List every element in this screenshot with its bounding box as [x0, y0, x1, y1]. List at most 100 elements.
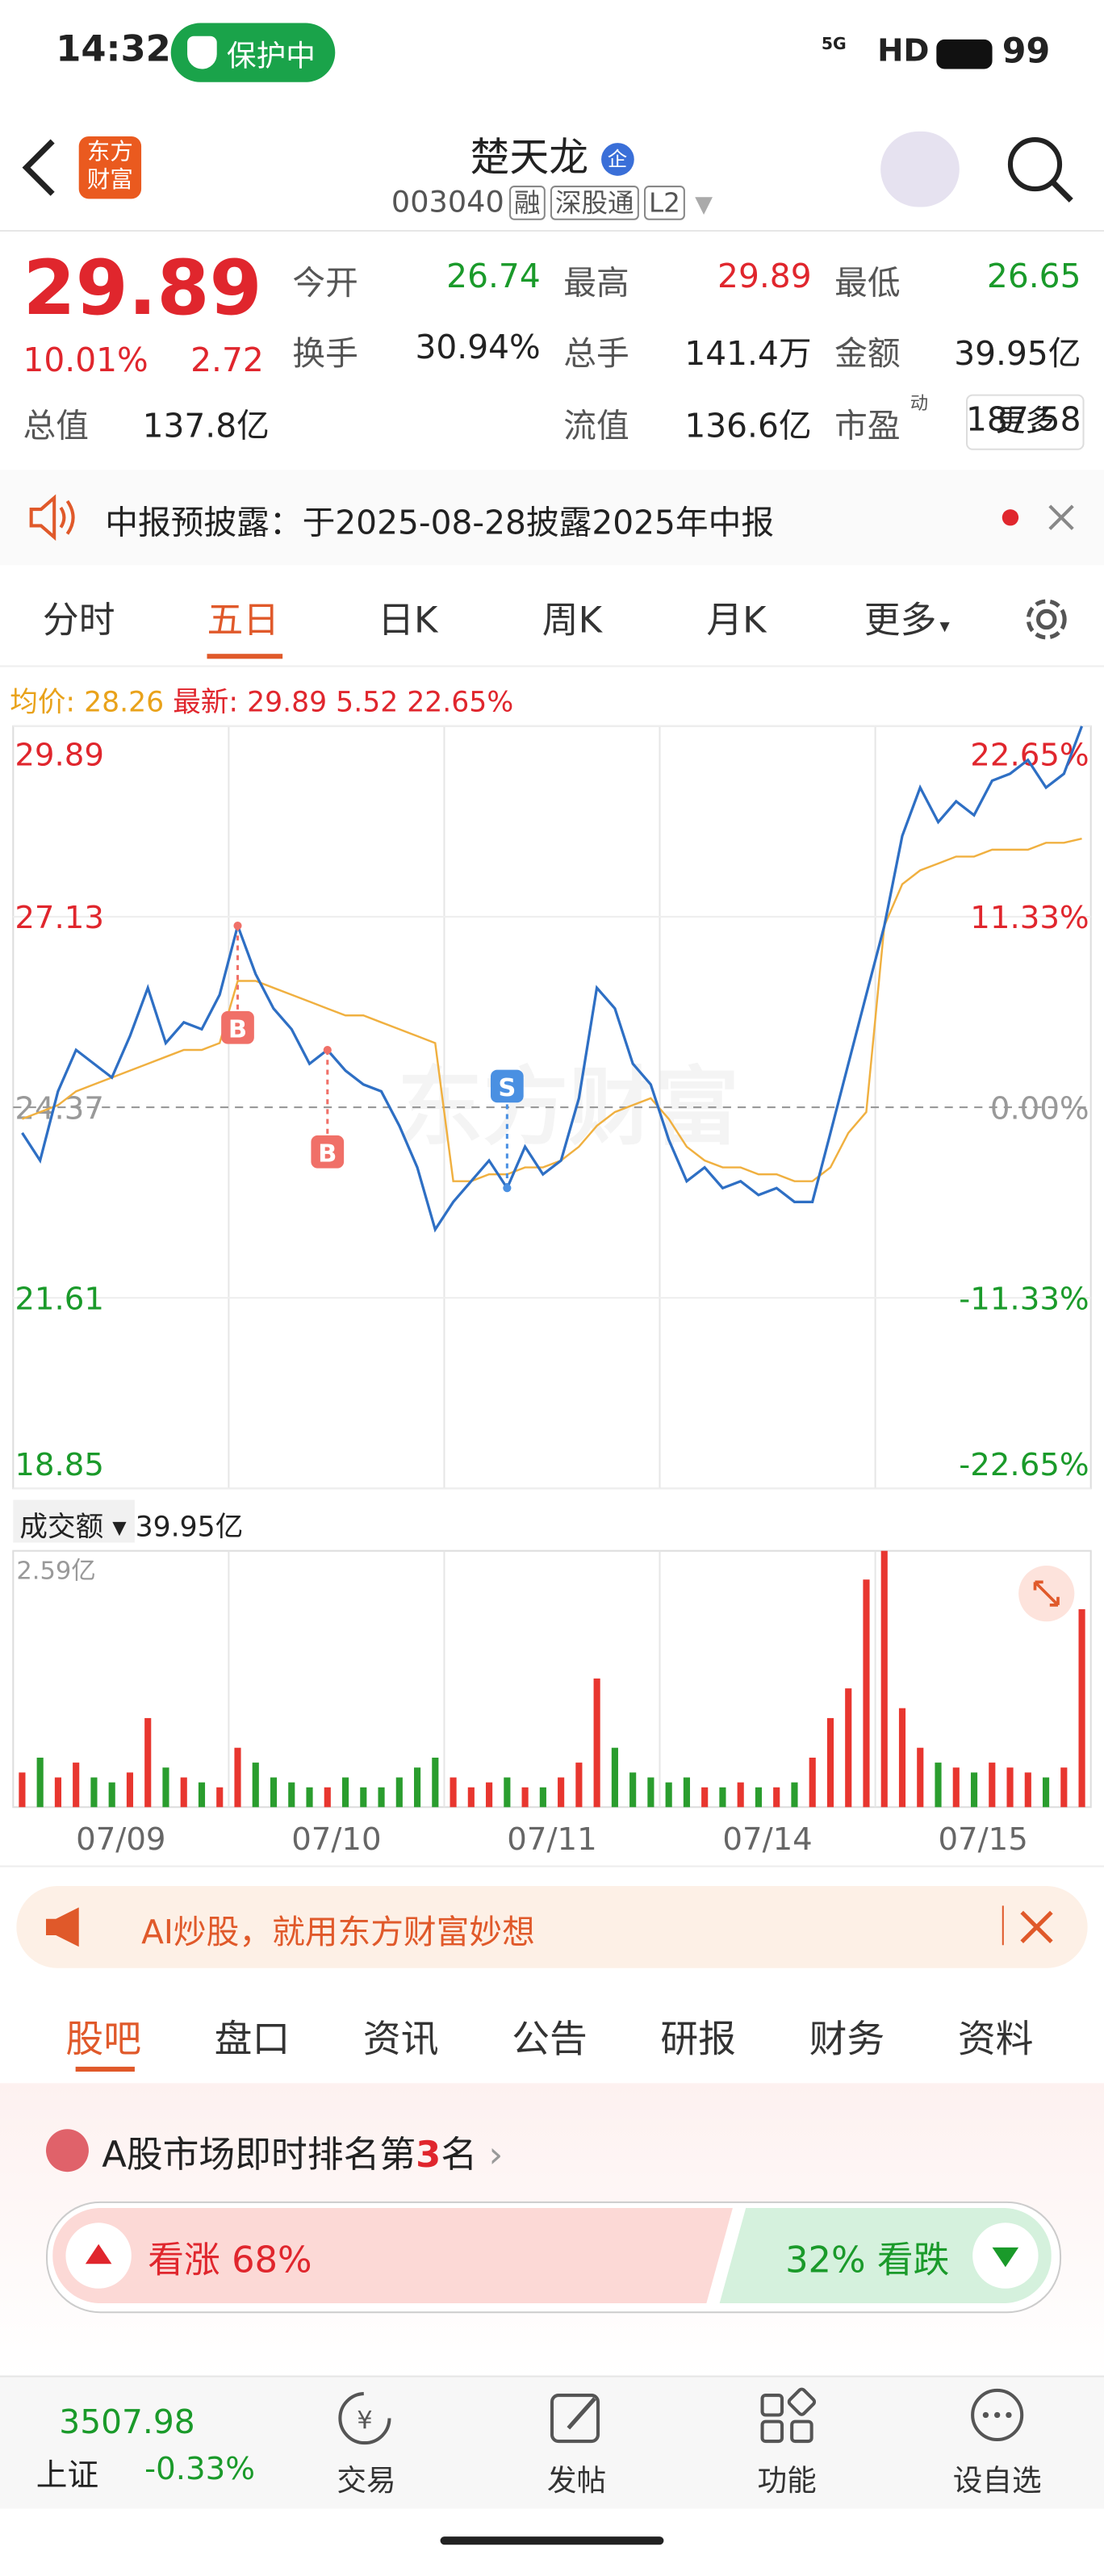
volume-bar	[198, 1782, 206, 1808]
price-line	[21, 726, 1084, 1233]
field-label: 总值	[23, 405, 89, 445]
chart-tab[interactable]: 五日	[207, 601, 280, 642]
field-label: 市盈	[834, 405, 901, 445]
bear-text: 看跌	[876, 2240, 950, 2282]
field-label: 换手	[292, 333, 358, 374]
battery-level: 99	[1002, 31, 1051, 71]
field-value: 187.58	[966, 399, 1081, 439]
sub-tab[interactable]: 公告	[512, 2018, 588, 2062]
sub-tab[interactable]: 财务	[809, 2018, 885, 2062]
assistant-avatar[interactable]	[880, 131, 960, 207]
index-change[interactable]: -0.33%	[144, 2451, 255, 2488]
protect-label: 保护中	[226, 39, 316, 74]
nav-item[interactable]: 发帖	[546, 2464, 607, 2499]
volume-bar	[324, 1787, 331, 1808]
volume-bar	[180, 1777, 187, 1808]
nav-item[interactable]: 功能	[757, 2464, 817, 2499]
chart-tab[interactable]: 月K	[706, 601, 767, 642]
nav-item[interactable]: 设自选	[952, 2464, 1042, 2499]
volume-bar	[809, 1757, 816, 1808]
code-tag: L2	[643, 186, 685, 220]
volume-bar	[504, 1777, 511, 1808]
notice-close[interactable]	[1045, 501, 1078, 534]
average-line	[22, 838, 1082, 1182]
shield-icon	[187, 36, 217, 69]
index-value[interactable]: 3507.98	[59, 2402, 195, 2442]
ranking-title[interactable]: A股市场即时排名第3名 ›	[102, 2135, 504, 2177]
volume-bar	[935, 1763, 942, 1808]
volume-bar	[665, 1782, 672, 1808]
settings-icon[interactable]	[1018, 592, 1074, 647]
nav-item[interactable]: 交易	[337, 2464, 396, 2499]
volume-bar	[611, 1747, 618, 1808]
latest-label: 最新:	[173, 686, 239, 720]
field-label: 总手	[563, 333, 629, 374]
sub-tab[interactable]: 股吧	[65, 2018, 142, 2062]
network: 5G	[821, 36, 847, 55]
field-label: 今开	[292, 262, 358, 303]
ad-banner[interactable]	[16, 1885, 1088, 1968]
change-pct: 10.01%	[23, 340, 148, 380]
divider	[0, 229, 1104, 232]
ad-separator	[1002, 1905, 1004, 1946]
back-button[interactable]	[16, 135, 65, 200]
volume-bar	[467, 1787, 475, 1808]
volume-bar	[521, 1787, 529, 1808]
sub-tab[interactable]: 盘口	[214, 2018, 291, 2062]
hd: HD	[877, 32, 930, 69]
trade-badge	[221, 1010, 254, 1044]
svg-text:¥: ¥	[357, 2407, 372, 2435]
bull-label[interactable]: 看涨 68%	[148, 2231, 312, 2283]
bear-label[interactable]: 32% 看跌	[785, 2231, 949, 2283]
field-value: 136.6亿	[684, 405, 812, 445]
volume-bar	[539, 1787, 546, 1808]
stock-name-text: 楚天龙	[470, 134, 589, 181]
chart-tab[interactable]: 分时	[42, 601, 115, 642]
volume-bar	[970, 1772, 978, 1808]
y2-tick-label: 11.33%	[970, 900, 1089, 936]
volume-bar	[917, 1747, 924, 1808]
field-value: 29.89	[717, 256, 812, 296]
code-tag: 融	[508, 186, 546, 220]
chart-tab[interactable]: 更多 ▾	[864, 601, 950, 642]
volume-bar	[486, 1782, 493, 1808]
search-button[interactable]	[1002, 132, 1078, 207]
sub-tab[interactable]: 研报	[660, 2018, 736, 2062]
volume-bar	[1006, 1767, 1014, 1808]
volume-title[interactable]: 成交额 ▾ 39.95亿	[19, 1511, 244, 1545]
chart-tab[interactable]: 日K	[378, 601, 438, 642]
ad-close[interactable]	[1018, 1909, 1055, 1945]
volume-selector[interactable]	[13, 1499, 135, 1543]
volume-bar	[306, 1787, 313, 1808]
more-button[interactable]: 更多	[965, 394, 1085, 450]
latest-value: 29.89	[247, 686, 328, 720]
volume-bar	[1078, 1609, 1085, 1808]
volume-bar	[216, 1787, 224, 1808]
avg-label: 均价:	[10, 686, 76, 720]
field-value: 26.65	[986, 256, 1081, 296]
sub-tab[interactable]: 资料	[957, 2018, 1034, 2062]
volume-bar	[989, 1763, 996, 1808]
field-label: 最高	[563, 262, 629, 303]
volume-bar	[1060, 1767, 1068, 1808]
volume-bar	[19, 1772, 26, 1808]
ad-icon	[45, 1907, 79, 1947]
index-name[interactable]: 上证	[36, 2457, 99, 2494]
field-label: 金额	[834, 333, 901, 374]
bull-pct: 68%	[232, 2240, 312, 2282]
sub-tab[interactable]: 资讯	[362, 2018, 439, 2062]
y2-tick-label: 22.65%	[970, 738, 1089, 774]
field-label: 流值	[563, 405, 629, 445]
x-tick-label: 07/10	[291, 1821, 381, 1858]
volume-tick-label: 2.59亿	[16, 1557, 95, 1585]
chart-tab[interactable]: 周K	[542, 601, 602, 642]
ad-text[interactable]: AI炒股，就用东方财富妙想	[141, 1912, 535, 1952]
field-sup: 动	[910, 392, 929, 414]
notice-text[interactable]: 中报预披露：于2025-08-28披露2025年中报	[105, 502, 775, 542]
volume-bar	[863, 1579, 870, 1808]
volume-bar	[450, 1777, 457, 1808]
volume-bar	[773, 1787, 780, 1808]
volume-bar	[791, 1782, 798, 1808]
trade-point	[323, 1045, 332, 1055]
